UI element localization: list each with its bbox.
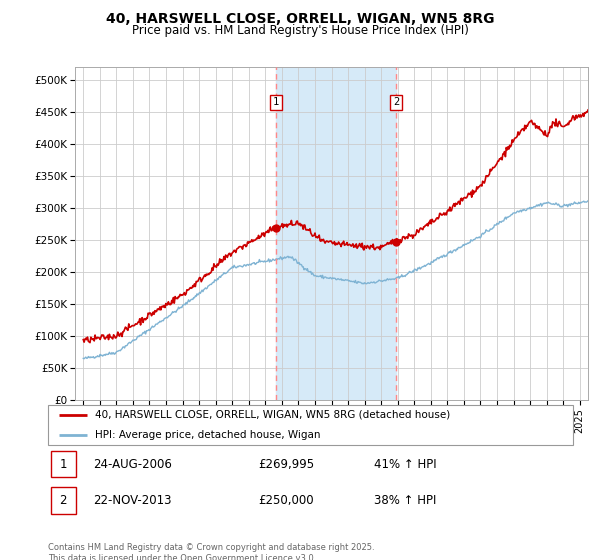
- Text: 41% ↑ HPI: 41% ↑ HPI: [373, 458, 436, 470]
- Text: 1: 1: [273, 97, 279, 107]
- Text: Price paid vs. HM Land Registry's House Price Index (HPI): Price paid vs. HM Land Registry's House …: [131, 24, 469, 36]
- Text: 2: 2: [393, 97, 399, 107]
- Bar: [276, 67, 396, 400]
- Text: HPI: Average price, detached house, Wigan: HPI: Average price, detached house, Wiga…: [95, 430, 321, 440]
- Text: £269,995: £269,995: [258, 458, 314, 470]
- Bar: [50, 487, 76, 514]
- Text: 22-NOV-2013: 22-NOV-2013: [92, 494, 171, 507]
- Text: 40, HARSWELL CLOSE, ORRELL, WIGAN, WN5 8RG: 40, HARSWELL CLOSE, ORRELL, WIGAN, WN5 8…: [106, 12, 494, 26]
- Text: 40, HARSWELL CLOSE, ORRELL, WIGAN, WN5 8RG (detached house): 40, HARSWELL CLOSE, ORRELL, WIGAN, WN5 8…: [95, 410, 451, 420]
- Text: 2: 2: [59, 494, 67, 507]
- Text: Contains HM Land Registry data © Crown copyright and database right 2025.
This d: Contains HM Land Registry data © Crown c…: [48, 543, 374, 560]
- Text: £250,000: £250,000: [258, 494, 314, 507]
- Bar: [50, 451, 76, 477]
- Text: 38% ↑ HPI: 38% ↑ HPI: [373, 494, 436, 507]
- Text: 24-AUG-2006: 24-AUG-2006: [92, 458, 172, 470]
- Text: 1: 1: [59, 458, 67, 470]
